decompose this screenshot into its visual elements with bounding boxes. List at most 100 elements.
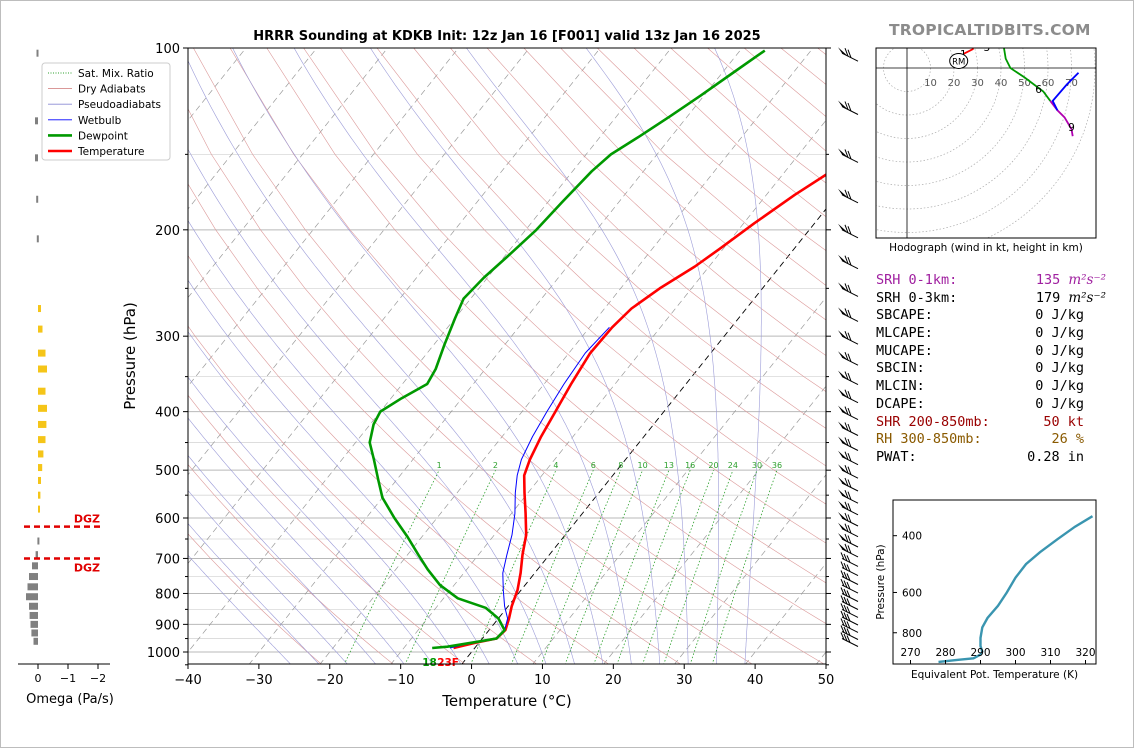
- hodograph-ring-label: 10: [924, 78, 937, 89]
- theta-e-x-tick-label: 290: [970, 647, 990, 659]
- barb-pennant: [838, 388, 847, 397]
- barb-flag: [847, 423, 852, 433]
- omega-bar: [38, 349, 46, 357]
- barb-pennant: [838, 282, 847, 291]
- wind-barb: [838, 307, 859, 322]
- dry-adiabat-line: [188, 394, 466, 664]
- surface-temp-label: 23F: [437, 657, 459, 669]
- barb-flag: [844, 451, 849, 460]
- storm-motion-marker: [949, 52, 969, 69]
- barb-flag: [847, 438, 852, 448]
- storm-motion-label: RM: [952, 57, 965, 67]
- mixing-ratio-label: 6: [591, 461, 596, 470]
- wind-barb: [838, 542, 859, 558]
- barb-flag: [844, 283, 849, 292]
- omega-bar: [37, 537, 40, 545]
- hodograph-ring-label: 40: [995, 78, 1008, 89]
- main-series-group: [368, 49, 826, 650]
- barb-flag: [844, 352, 849, 361]
- theta-e-frame: [892, 499, 1097, 665]
- x-tick-label: 10: [534, 673, 551, 688]
- wind-barb: [838, 436, 859, 451]
- barb-flag: [844, 477, 849, 487]
- hodograph-plot: 1020304050607012369RMLM: [876, 42, 1096, 238]
- y-tick-label: 500: [155, 464, 180, 479]
- pseudoadiabat-line: [188, 376, 433, 664]
- barb-flag: [844, 331, 849, 340]
- pseudoadiabat-line: [188, 489, 348, 664]
- barb-flag: [843, 619, 848, 628]
- site-watermark: TROPICALTIDBITS.COM: [889, 21, 1091, 39]
- omega-bar: [38, 476, 41, 484]
- param-label: MLCAPE:: [876, 325, 933, 342]
- y-tick-label: 400: [155, 406, 180, 421]
- wind-barb: [840, 595, 859, 610]
- pseudoadiabat-line: [714, 48, 762, 664]
- barb-flag: [843, 626, 848, 635]
- wind-barb: [838, 421, 859, 436]
- barb-staff: [841, 469, 859, 479]
- barb-flag: [847, 257, 852, 266]
- x-tick-label: 50: [818, 673, 835, 688]
- dry-adiabat-line: [188, 108, 753, 664]
- barb-staff: [841, 601, 859, 610]
- hodograph-trace: [1051, 72, 1080, 111]
- pseudoadiabat-line: [188, 417, 405, 664]
- barb-pennant: [838, 370, 847, 379]
- wind-barb: [840, 587, 859, 602]
- barb-flag: [840, 610, 845, 619]
- param-row: SRH 0-1km: 135 m²s⁻²: [876, 272, 1116, 290]
- mixing-ratio-label: 1: [437, 461, 442, 470]
- barb-pennant: [838, 254, 847, 263]
- y-tick-label: 900: [155, 618, 180, 633]
- pseudoadiabat-line: [188, 331, 462, 664]
- pseudoadiabat-line: [585, 48, 719, 664]
- pseudoadiabat-line: [188, 60, 575, 664]
- barb-staff: [841, 356, 859, 366]
- y-tick-label: 300: [155, 330, 180, 345]
- wind-barb: [838, 489, 859, 504]
- barb-staff: [841, 638, 859, 647]
- barb-staff: [841, 260, 859, 270]
- barb-flag: [847, 407, 852, 417]
- mixing-ratio-label: 2: [493, 461, 498, 470]
- barb-flag: [844, 224, 849, 233]
- barb-flag: [844, 512, 849, 522]
- barb-pennant: [838, 436, 847, 445]
- omega-bar: [32, 562, 38, 570]
- barb-flag: [847, 391, 852, 400]
- hodograph-trace: [962, 48, 974, 55]
- chart-title: HRRR Sounding at KDKB Init: 12z Jan 16 […: [253, 29, 760, 44]
- barb-pennant: [838, 223, 847, 232]
- omega-bar: [36, 195, 39, 203]
- y-tick-label: 200: [155, 224, 180, 239]
- main-axes-frame: [187, 47, 827, 665]
- mixing-ratio-line: [343, 470, 440, 664]
- wind-barb: [840, 603, 859, 618]
- param-row: SBCAPE: 0 J/kg: [876, 307, 1116, 325]
- y-tick-label: 800: [155, 587, 180, 602]
- barb-flag: [844, 543, 849, 553]
- dry-adiabat-line: [193, 48, 825, 664]
- param-label: SBCAPE:: [876, 307, 933, 324]
- param-value: 0 J/kg: [1035, 378, 1084, 395]
- hodograph-height-label: 3: [984, 42, 991, 54]
- omega-bar: [38, 365, 47, 373]
- hodograph-ring-label: 70: [1065, 78, 1078, 89]
- wind-barb: [838, 477, 859, 492]
- pseudoadiabat-line: [188, 554, 291, 664]
- barb-flag: [844, 437, 849, 446]
- omega-bar: [38, 464, 43, 472]
- omega-bar: [38, 305, 41, 313]
- barb-pennant: [838, 405, 847, 414]
- theta-e-line: [938, 515, 1094, 664]
- y-tick-label: 600: [155, 512, 180, 527]
- hodograph-height-label: 6: [1035, 84, 1042, 96]
- barb-staff: [841, 153, 859, 163]
- param-row: MLCAPE: 0 J/kg: [876, 325, 1116, 343]
- legend-label: Dewpoint: [78, 130, 128, 142]
- isotherm-line: [248, 48, 743, 664]
- omega-bar: [36, 49, 39, 57]
- wind-barb: [838, 188, 859, 204]
- barb-staff: [841, 616, 859, 626]
